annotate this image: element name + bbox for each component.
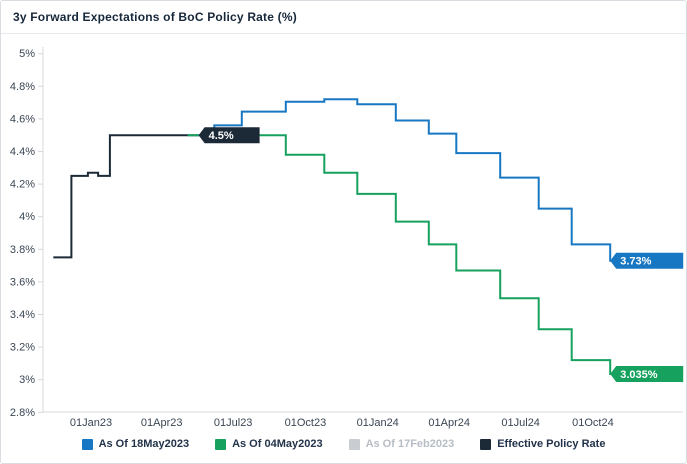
y-tick-label: 3.6% xyxy=(10,276,35,288)
last-value-badge-label: 3.73% xyxy=(620,256,651,268)
x-tick-label: 01Apr23 xyxy=(141,417,183,429)
legend-item-label: As Of 17Feb2023 xyxy=(365,438,455,450)
x-tick-label: 01Oct24 xyxy=(572,417,614,429)
y-tick-label: 3.2% xyxy=(10,342,35,354)
legend-swatch xyxy=(215,438,227,450)
chart-canvas: 5% 4.8% 4.6% 4.4% 4.2% 4% 3.8% 3.6% 3.4% 3.2% 3% 2.… xyxy=(10,47,684,429)
legend-item-as-of-18may2023[interactable]: As Of 18May2023 xyxy=(81,438,190,450)
x-tick-label: 01Jan23 xyxy=(70,417,112,429)
chart-legend: As Of 18May2023 As Of 04May2023 As Of 17Fe… xyxy=(1,438,686,450)
x-tick-label: 01Jul24 xyxy=(501,417,540,429)
series-line-effective-policy-rate xyxy=(53,134,199,259)
last-value-badge-label: 3.035% xyxy=(620,369,658,381)
last-value-badge-effective-policy-rate xyxy=(198,127,260,144)
y-tick-label: 3.4% xyxy=(10,309,35,321)
x-tick-label: 01Apr24 xyxy=(428,417,470,429)
y-tick-label: 5% xyxy=(19,48,35,60)
series-line-as-of-18may2023 xyxy=(198,98,649,262)
chart-title: 3y Forward Expectations of BoC Policy Ra… xyxy=(13,10,297,24)
y-tick-label: 4.6% xyxy=(10,113,35,125)
y-tick-label: 3.8% xyxy=(10,244,35,256)
y-tick-label: 4.4% xyxy=(10,146,35,158)
chart-header: 3y Forward Expectations of BoC Policy Ra… xyxy=(1,1,686,34)
legend-item-label: As Of 04May2023 xyxy=(232,438,323,450)
last-value-badge-label: 4.5% xyxy=(209,130,234,142)
y-tick-label: 3% xyxy=(19,374,35,386)
y-tick-label: 2.8% xyxy=(10,407,35,419)
x-tick-label: 01Jul23 xyxy=(214,417,253,429)
legend-item-effective-policy-rate[interactable]: Effective Policy Rate xyxy=(480,438,605,450)
y-tick-label: 4.8% xyxy=(10,81,35,93)
x-tick-label: 01Oct23 xyxy=(285,417,327,429)
last-value-badge-as-of-18may2023 xyxy=(610,252,684,269)
legend-swatch xyxy=(81,438,93,450)
legend-swatch xyxy=(348,438,360,450)
y-tick-label: 4% xyxy=(19,211,35,223)
legend-item-label: As Of 18May2023 xyxy=(98,438,190,450)
x-tick-label: 01Jan24 xyxy=(357,417,399,429)
legend-item-as-of-17feb2023[interactable]: As Of 17Feb2023 xyxy=(348,438,455,450)
last-value-badge-as-of-04may2023 xyxy=(610,365,684,382)
series-line-as-of-04may2023 xyxy=(187,134,649,375)
legend-item-as-of-04may2023[interactable]: As Of 04May2023 xyxy=(215,438,323,450)
legend-swatch xyxy=(480,438,492,450)
legend-item-label: Effective Policy Rate xyxy=(497,438,606,450)
y-tick-label: 4.2% xyxy=(10,179,35,191)
